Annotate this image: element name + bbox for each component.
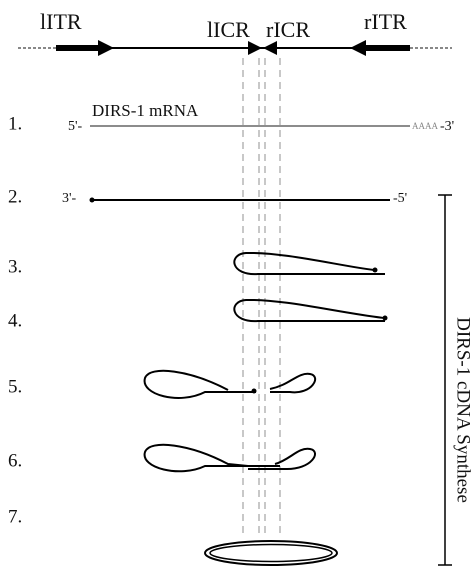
circular-cdna [204,540,338,566]
step-number: 2. [8,186,22,207]
end-dot [251,388,257,394]
end-dot [382,315,388,321]
licr-arrow [248,41,262,55]
circular-cdna [209,543,333,563]
polya: AAAA [412,121,438,131]
litr-arrow [98,40,114,56]
label: lITR [40,9,82,34]
end-label: -3' [440,119,454,134]
end-label: 3'- [62,191,77,206]
step-number: 4. [8,310,22,331]
step-number: 5. [8,376,22,397]
guides [242,58,281,535]
label: lICR [207,17,250,42]
step-number: 3. [8,256,22,277]
end-label: -5' [393,191,407,206]
bracket-label: DIRS-1 cDNA Synthese [453,317,474,503]
label: rITR [364,9,407,34]
primer-dot [89,197,95,203]
hairpin [143,251,385,473]
ricr-arrow [263,41,277,55]
end-dot [372,267,378,273]
step-number: 6. [8,450,22,471]
end-label: 5'- [68,119,83,134]
ritr-arrow [350,40,366,56]
step-number: 1. [8,113,22,134]
step-number: 7. [8,506,22,527]
mrna-label: DIRS-1 mRNA [92,101,199,120]
label: rICR [266,17,310,42]
